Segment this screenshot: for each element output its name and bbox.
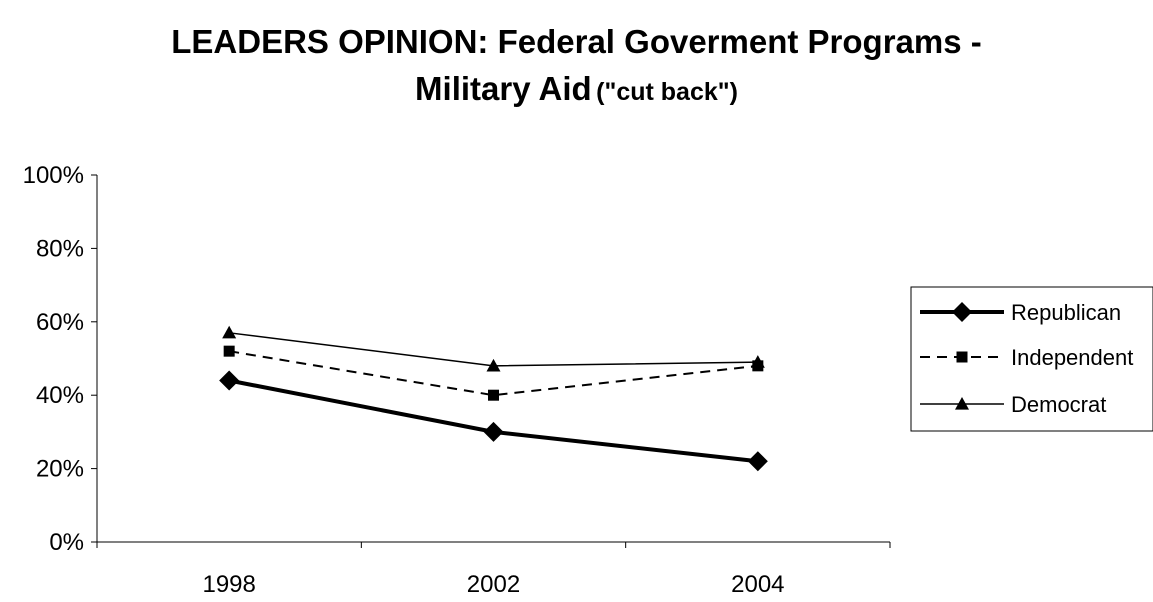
y-tick-label: 20% <box>36 456 84 483</box>
x-tick-label: 1998 <box>202 571 255 598</box>
legend-label-independent: Independent <box>1011 345 1133 370</box>
y-tick-label: 40% <box>36 382 84 409</box>
legend-label-republican: Republican <box>1011 300 1121 325</box>
chart-title: LEADERS OPINION: Federal Goverment Progr… <box>0 18 1153 119</box>
data-point-independent <box>488 389 499 401</box>
data-point-democrat <box>486 358 501 372</box>
x-tick-label: 2002 <box>467 571 520 598</box>
data-point-republican <box>747 451 768 472</box>
chart-title-line2: Military Aid <box>415 70 592 107</box>
y-tick-label: 60% <box>36 309 84 336</box>
legend-label-democrat: Democrat <box>1011 392 1106 417</box>
legend-marker-democrat <box>955 397 969 410</box>
legend-marker-republican <box>952 302 972 322</box>
data-point-republican <box>219 370 240 391</box>
x-tick-label: 2004 <box>731 571 784 598</box>
data-point-democrat <box>750 355 765 368</box>
data-point-democrat <box>222 325 237 339</box>
y-tick-label: 0% <box>49 529 84 556</box>
data-point-independent <box>223 345 235 357</box>
legend-marker-independent <box>956 351 968 363</box>
series-line-independent <box>229 350 758 397</box>
y-tick-label: 80% <box>36 235 84 262</box>
chart-title-suffix: ("cut back") <box>596 78 738 106</box>
data-point-republican <box>483 421 504 442</box>
y-tick-label: 100% <box>23 162 84 189</box>
chart-title-line1: LEADERS OPINION: Federal Goverment Progr… <box>171 23 982 60</box>
